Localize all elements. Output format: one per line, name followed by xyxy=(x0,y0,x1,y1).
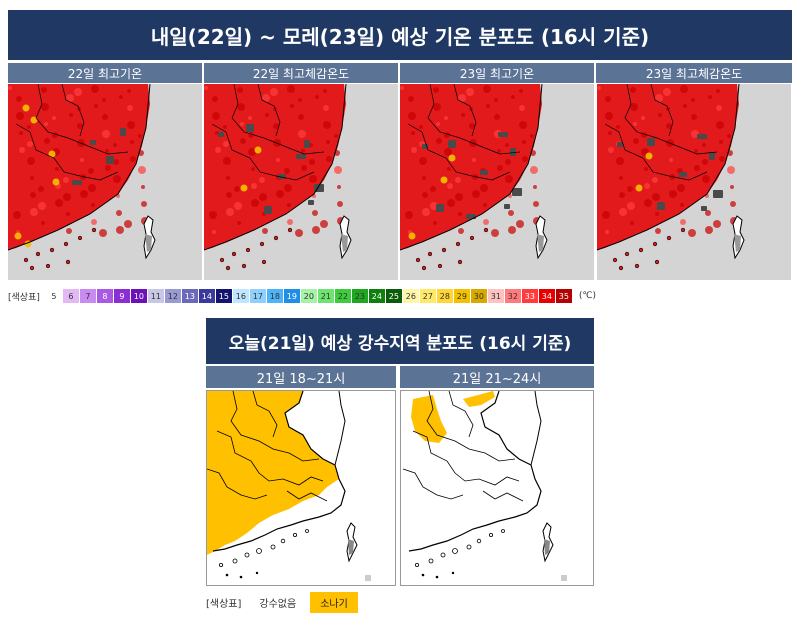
legend-cell: 35 xyxy=(555,289,572,303)
legend-cell: 19 xyxy=(283,289,300,303)
legend-cell: 30 xyxy=(470,289,487,303)
panel-label-22-max-temp: 22일 최고기온 xyxy=(8,63,202,83)
legend-cell: 26 xyxy=(402,289,419,303)
legend-scale: 5 6 7 8 9 10 11 12 13 14 15 16 17 18 19 20 21 22 23 24 25 26 2… xyxy=(45,289,573,303)
legend-cell: 7 xyxy=(79,289,96,303)
legend-cell: 24 xyxy=(368,289,385,303)
legend-cell: 6 xyxy=(62,289,79,303)
no-rain-label: 강수없음 xyxy=(259,598,297,610)
legend-cell: 8 xyxy=(96,289,113,303)
legend-cell: 27 xyxy=(419,289,436,303)
panel-label-21-18-21: 21일 18~21시 xyxy=(206,366,396,388)
panel-label-21-21-24: 21일 21~24시 xyxy=(400,366,594,388)
panel-label-22-feels-like: 22일 최고체감온도 xyxy=(204,63,398,83)
legend-cell: 18 xyxy=(266,289,283,303)
temp-map-22-feels-like xyxy=(204,84,398,280)
legend-cell: 21 xyxy=(317,289,334,303)
legend-cell: 20 xyxy=(300,289,317,303)
panel-label-23-feels-like: 23일 최고체감온도 xyxy=(596,63,792,83)
legend-cell: 29 xyxy=(453,289,470,303)
legend-cell: 34 xyxy=(538,289,555,303)
legend-cell: 28 xyxy=(436,289,453,303)
legend-cell: 22 xyxy=(334,289,351,303)
legend-cell: 11 xyxy=(147,289,164,303)
legend-cell: 9 xyxy=(113,289,130,303)
legend-cell: 12 xyxy=(164,289,181,303)
legend-cell: 16 xyxy=(232,289,249,303)
legend-label: [색상표] xyxy=(8,292,40,303)
temp-map-22-max xyxy=(8,84,202,280)
legend-cell: 5 xyxy=(45,289,62,303)
rain-map-18-21 xyxy=(206,390,396,586)
temperature-legend: [색상표] 5 6 7 8 9 10 11 12 13 14 15 16 17 18 19 20 21 22 23 2… xyxy=(8,287,596,305)
rain-map-title: 오늘(21일) 예상 강수지역 분포도 (16시 기준) xyxy=(206,318,594,364)
shower-swatch: 소나기 xyxy=(310,591,358,613)
rain-legend: [색상표] 강수없음 소나기 xyxy=(206,591,358,613)
legend-cell: 23 xyxy=(351,289,368,303)
legend-cell: 33 xyxy=(521,289,538,303)
temp-map-23-max xyxy=(400,84,594,280)
legend-cell: 32 xyxy=(504,289,521,303)
temperature-map-title: 내일(22일) ~ 모레(23일) 예상 기온 분포도 (16시 기준) xyxy=(8,10,792,60)
legend-cell: 17 xyxy=(249,289,266,303)
temp-map-23-feels-like xyxy=(596,84,792,280)
rain-map-21-24 xyxy=(400,390,594,586)
rain-legend-label: [색상표] xyxy=(206,598,242,610)
legend-cell: 25 xyxy=(385,289,402,303)
legend-cell: 31 xyxy=(487,289,504,303)
legend-cell: 13 xyxy=(181,289,198,303)
legend-unit: (℃) xyxy=(578,291,597,301)
legend-cell: 10 xyxy=(130,289,147,303)
panel-label-23-max-temp: 23일 최고기온 xyxy=(400,63,594,83)
legend-cell: 14 xyxy=(198,289,215,303)
legend-cell: 15 xyxy=(215,289,232,303)
